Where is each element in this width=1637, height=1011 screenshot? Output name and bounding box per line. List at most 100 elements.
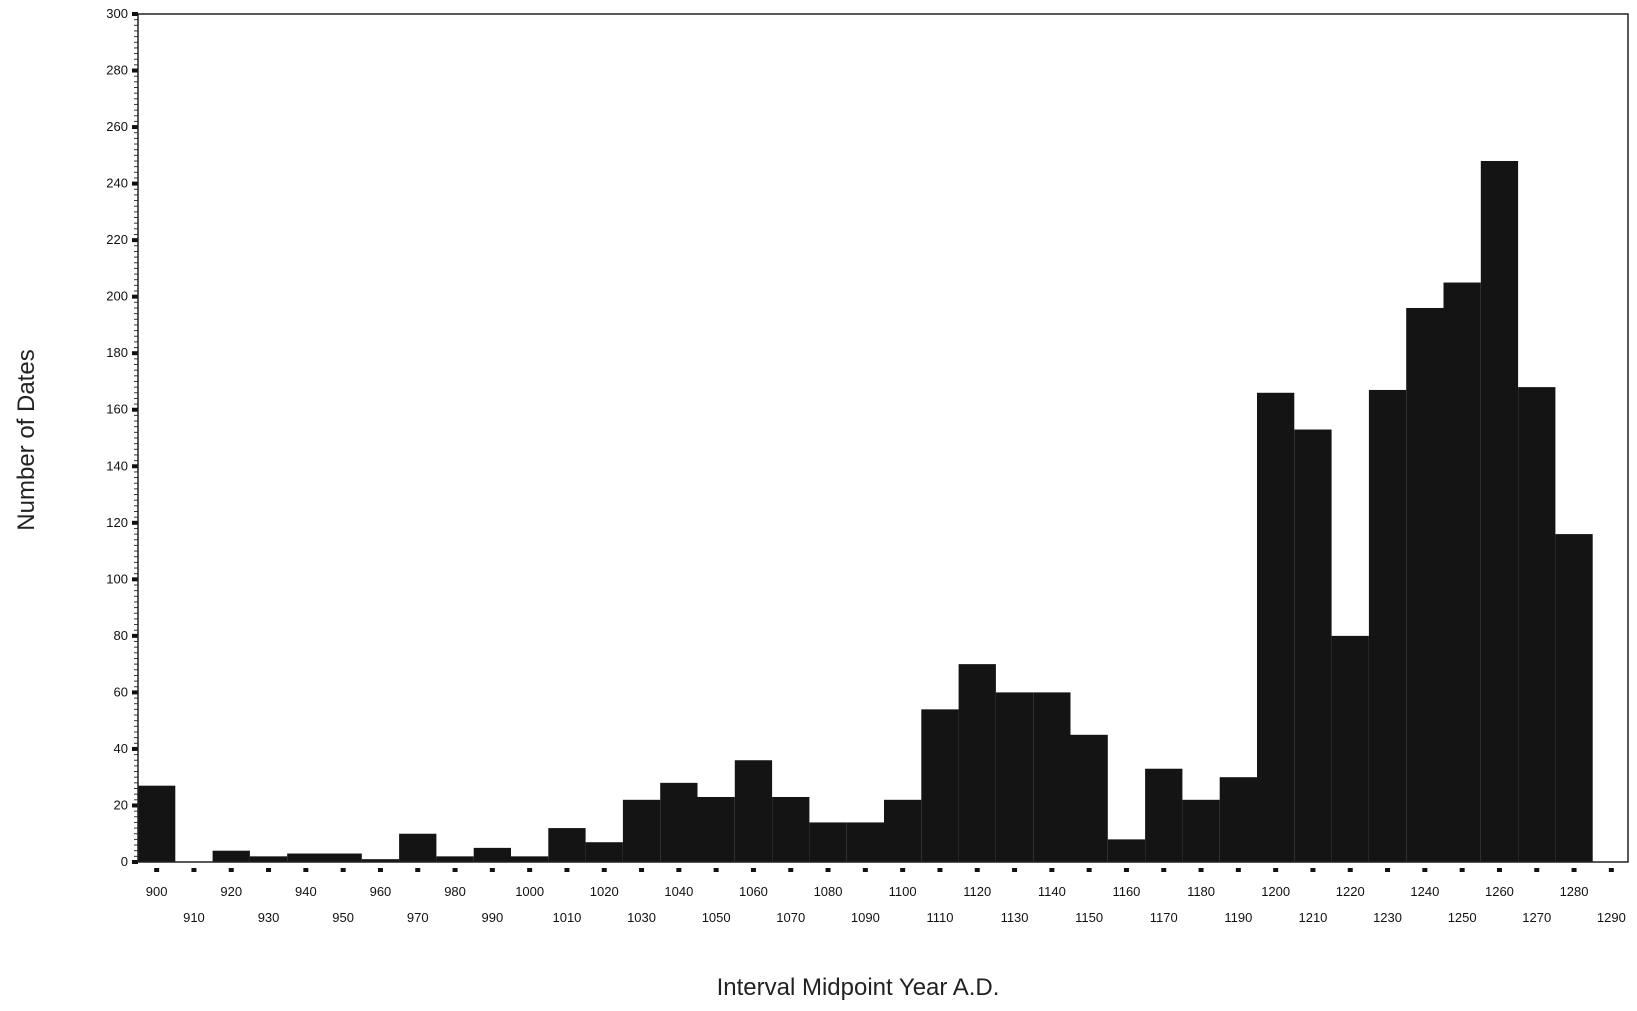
y-tick-label: 160 — [106, 402, 128, 417]
x-tick-label: 1110 — [926, 910, 953, 925]
plot-frame — [137, 13, 1629, 863]
bar-960 — [361, 859, 400, 862]
x-tick-mark — [974, 868, 980, 872]
x-tick-mark — [788, 868, 794, 872]
bar-1020 — [585, 842, 623, 862]
x-tick-label: 960 — [370, 884, 392, 899]
x-tick-mark — [1086, 868, 1092, 872]
x-tick-mark — [1534, 868, 1540, 872]
x-tick-label: 1070 — [776, 910, 805, 925]
bar-1100 — [884, 799, 922, 862]
y-tick-label: 60 — [114, 684, 128, 699]
bar-920 — [212, 850, 250, 862]
x-tick-label: 1290 — [1597, 910, 1626, 925]
x-tick-mark — [1273, 868, 1279, 872]
bar-1010 — [548, 828, 586, 862]
x-tick-label: 1230 — [1373, 910, 1402, 925]
x-tick-label: 1140 — [1038, 884, 1066, 899]
y-tick-label: 0 — [121, 854, 128, 869]
x-tick-mark — [937, 868, 943, 872]
x-tick-label: 1020 — [590, 884, 619, 899]
x-tick-mark — [825, 868, 831, 872]
y-major-tick — [132, 351, 138, 356]
x-axis-ticks: 900 910 920 930 940 950 960 970 980 990 1000 1010 10… — [146, 868, 1626, 925]
x-tick-label: 1130 — [1001, 910, 1029, 925]
x-tick-mark — [1161, 868, 1167, 872]
x-tick-mark — [639, 868, 645, 872]
x-tick-label: 990 — [481, 910, 503, 925]
bar-990 — [473, 847, 511, 862]
x-tick-label: 1250 — [1448, 910, 1477, 925]
bar-1190 — [1219, 777, 1257, 862]
y-tick-label: 100 — [106, 571, 128, 586]
bar-1180 — [1182, 799, 1220, 862]
bar-1260 — [1480, 160, 1519, 862]
y-major-tick — [132, 860, 138, 864]
x-tick-mark — [340, 868, 346, 872]
bar-1220 — [1331, 635, 1369, 862]
x-tick-label: 1160 — [1112, 884, 1140, 899]
y-tick-label: 40 — [114, 741, 128, 756]
x-tick-label: 970 — [407, 910, 429, 925]
x-tick-mark — [601, 868, 607, 872]
y-tick-label: 220 — [106, 232, 128, 247]
x-tick-label: 920 — [220, 884, 242, 899]
x-tick-label: 1080 — [814, 884, 843, 899]
y-tick-label: 80 — [114, 628, 128, 643]
x-tick-mark — [900, 868, 906, 872]
x-tick-mark — [1608, 868, 1614, 872]
bar-1140 — [1033, 692, 1071, 862]
x-tick-label: 1180 — [1187, 884, 1215, 899]
y-tick-label: 180 — [106, 345, 128, 360]
x-tick-label: 1060 — [739, 884, 768, 899]
x-tick-label: 1210 — [1298, 910, 1327, 925]
x-tick-mark — [750, 868, 756, 872]
bar-1090 — [846, 822, 884, 862]
x-tick-mark — [527, 868, 533, 872]
x-tick-label: 1030 — [627, 910, 656, 925]
bar-1070 — [772, 796, 810, 862]
bar-1050 — [697, 796, 735, 862]
bar-1130 — [995, 692, 1034, 862]
y-tick-label: 200 — [106, 289, 128, 304]
bar-970 — [399, 833, 437, 862]
x-tick-label: 1050 — [702, 910, 731, 925]
x-tick-mark — [1347, 868, 1353, 872]
x-tick-label: 1270 — [1522, 910, 1551, 925]
y-major-tick — [132, 68, 138, 73]
bar-1040 — [660, 782, 698, 862]
x-tick-label: 1100 — [889, 884, 917, 899]
x-tick-mark — [415, 868, 421, 872]
y-axis-ticks: 0 20 40 60 80 100 120 140 160 180 200 220 240 260 280 3… — [106, 6, 138, 869]
bar-1170 — [1145, 768, 1183, 862]
bar-1270 — [1518, 387, 1556, 862]
y-major-tick — [132, 690, 138, 695]
bar-1000 — [511, 856, 549, 862]
x-tick-mark — [154, 868, 160, 872]
x-tick-mark — [1012, 868, 1018, 872]
bar-1160 — [1107, 839, 1146, 862]
x-tick-label: 1190 — [1224, 910, 1252, 925]
x-tick-label: 910 — [183, 910, 205, 925]
x-tick-mark — [489, 868, 495, 872]
bar-1200 — [1257, 392, 1295, 862]
x-tick-label: 940 — [295, 884, 317, 899]
bar-1110 — [921, 709, 959, 862]
bar-980 — [436, 856, 474, 862]
x-tick-label: 1150 — [1075, 910, 1103, 925]
y-major-tick — [132, 577, 138, 582]
x-tick-mark — [1310, 868, 1316, 872]
x-tick-mark — [564, 868, 570, 872]
x-tick-mark — [862, 868, 868, 872]
x-tick-mark — [1385, 868, 1391, 872]
y-tick-label: 280 — [106, 63, 128, 78]
bar-1240 — [1406, 307, 1444, 862]
x-tick-label: 980 — [444, 884, 466, 899]
y-major-tick — [132, 238, 138, 243]
x-tick-label: 1280 — [1560, 884, 1589, 899]
bar-940 — [287, 853, 325, 862]
x-tick-mark — [452, 868, 458, 872]
x-tick-mark — [377, 868, 383, 872]
bar-930 — [249, 856, 288, 862]
